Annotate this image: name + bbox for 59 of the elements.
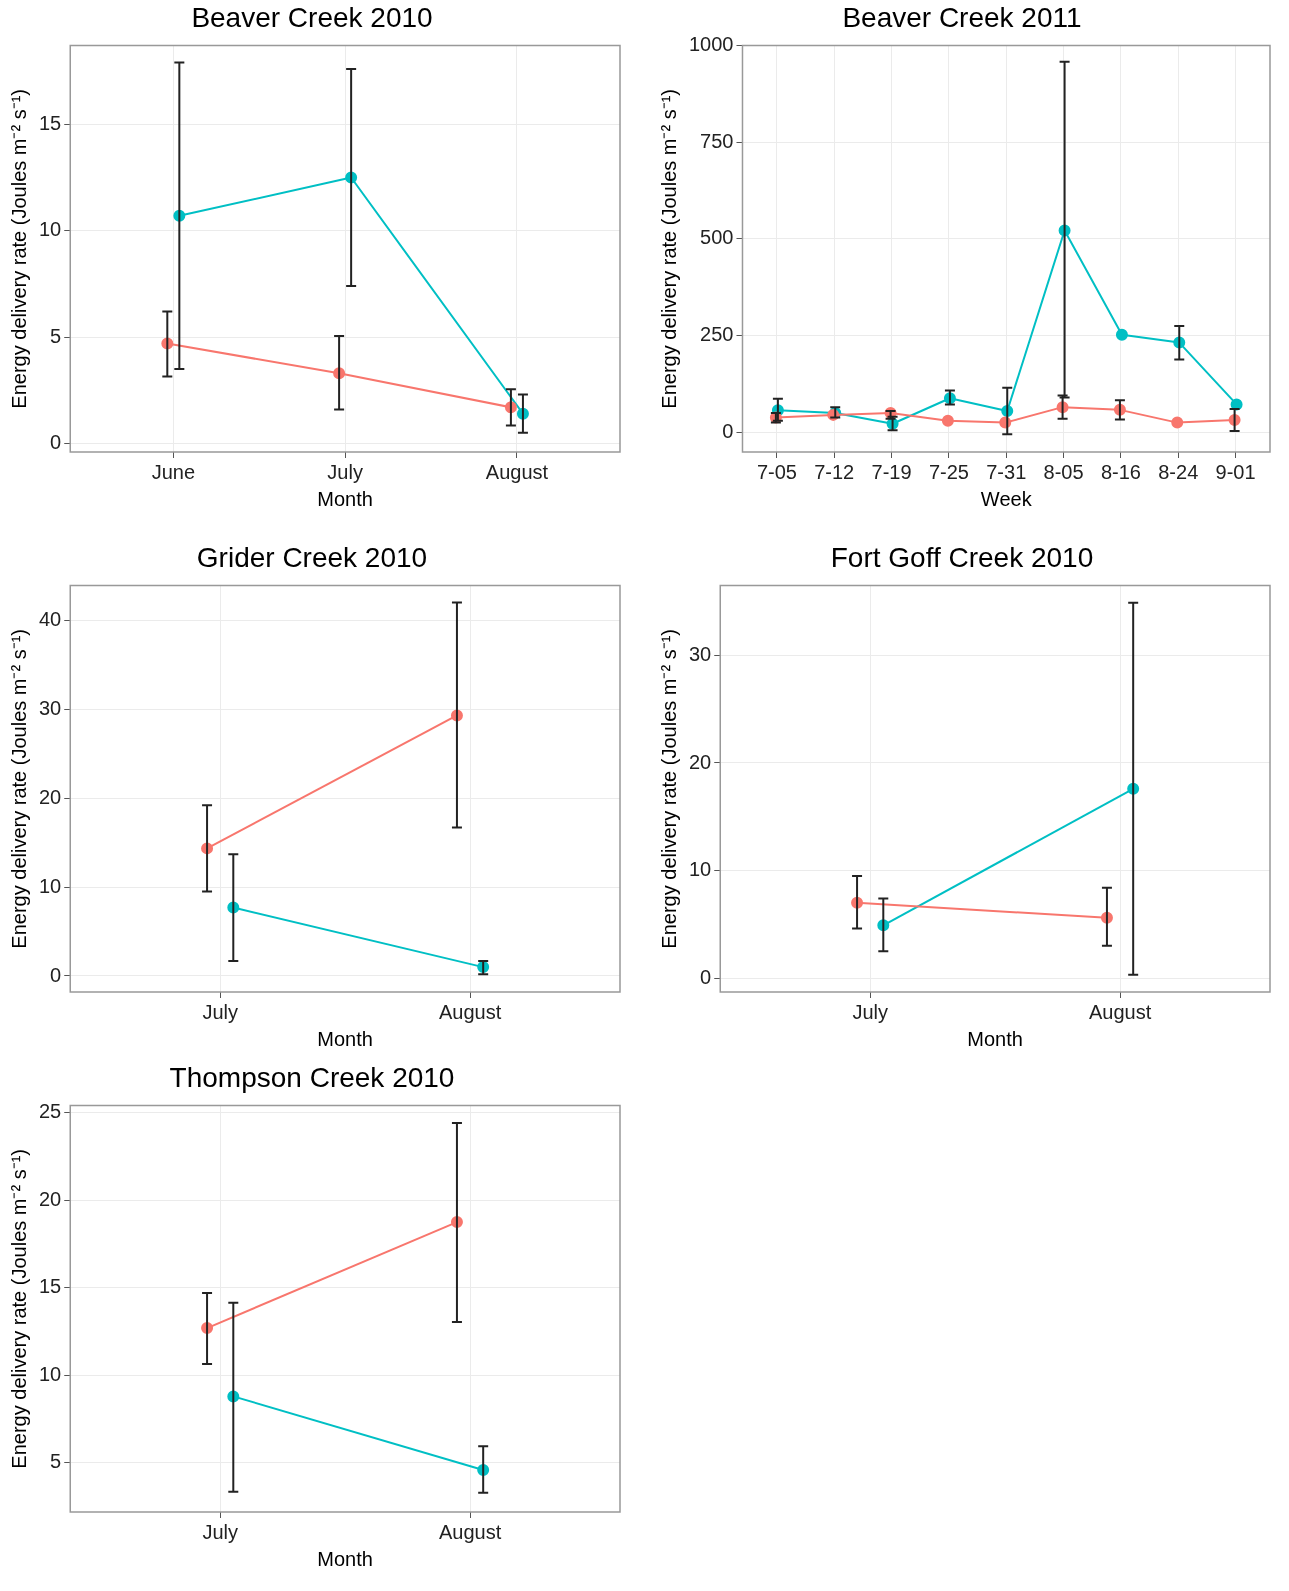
y-tick-label: 15 [39,1275,62,1298]
chart-title: Beaver Creek 2011 [842,1,1082,33]
x-tick-label: 8-24 [1158,460,1199,483]
chart-title: Grider Creek 2010 [196,541,428,573]
point [1115,328,1128,341]
y-tick-label: 10 [39,1362,62,1385]
y-tick-label: 1000 [688,33,734,56]
y-tick-label: 20 [39,785,62,808]
x-tick-label: 7-12 [814,460,855,483]
y-tick-label: 0 [50,431,62,453]
y-tick-label: 15 [39,111,62,134]
y-tick-label: 30 [39,696,62,719]
y-axis-title: Energy delivery rate (Joules m⁻² s⁻¹) [7,88,30,409]
x-tick-label: August [438,1520,502,1543]
x-tick-label: July [202,1520,238,1543]
x-tick-label: 7-25 [928,460,969,483]
y-tick-label: 0 [700,965,712,988]
x-tick-label: August [438,1000,502,1023]
y-tick-label: 20 [39,1187,62,1210]
x-tick-label: 9-01 [1215,460,1256,483]
y-tick-label: 0 [722,419,734,442]
y-tick-label: 25 [39,1100,62,1123]
y-tick-label: 500 [700,226,734,249]
x-tick-label: August [485,460,549,483]
y-tick-label: 10 [39,874,62,897]
y-axis-title: Energy delivery rate (Joules m⁻² s⁻¹) [657,88,680,409]
x-tick-label: 7-05 [756,460,797,483]
point [941,414,954,427]
y-tick-label: 750 [700,129,734,152]
x-tick-label: July [327,460,363,483]
chart-title: Fort Goff Creek 2010 [830,541,1094,573]
x-axis-title: Month [317,1027,373,1050]
y-axis-title: Energy delivery rate (Joules m⁻² s⁻¹) [7,628,30,949]
y-tick-label: 20 [689,750,712,773]
x-axis-title: Month [317,1547,373,1570]
x-tick-label: 7-31 [986,460,1027,483]
point [1171,416,1184,429]
x-tick-label: June [151,460,196,483]
x-tick-label: 7-19 [871,460,912,483]
y-axis-title: Energy delivery rate (Joules m⁻² s⁻¹) [7,1148,30,1469]
x-tick-label: 8-16 [1100,460,1141,483]
x-tick-label: July [202,1000,238,1023]
chart-title: Thompson Creek 2010 [169,1061,455,1093]
y-tick-label: 5 [50,1450,62,1473]
y-tick-label: 40 [39,607,62,630]
x-tick-label: 8-05 [1043,460,1084,483]
y-tick-label: 30 [689,643,712,665]
chart-title: Beaver Creek 2010 [191,1,433,33]
x-axis-title: Month [967,1027,1023,1050]
y-tick-label: 0 [50,963,62,986]
x-tick-label: July [852,1000,888,1023]
y-tick-label: 5 [50,324,62,347]
y-axis-title: Energy delivery rate (Joules m⁻² s⁻¹) [657,628,680,949]
x-tick-label: August [1088,1000,1152,1023]
x-axis-title: Month [317,487,373,510]
y-tick-label: 10 [689,858,712,881]
y-tick-label: 250 [700,323,734,346]
x-axis-title: Week [980,487,1033,510]
y-tick-label: 10 [39,218,62,241]
